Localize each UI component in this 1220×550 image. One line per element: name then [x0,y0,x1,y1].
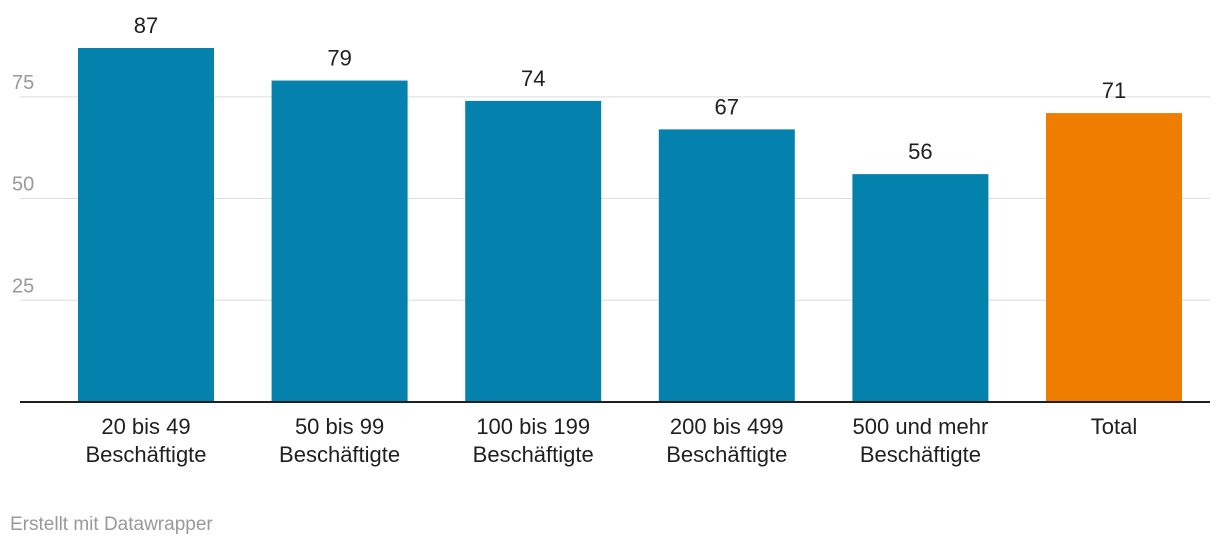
category-label-2-line-1: 50 bis 99 [295,414,384,439]
value-label-5: 56 [908,139,932,164]
y-tick-label-25: 25 [12,275,34,297]
y-tick-label-50: 50 [12,174,34,196]
category-label-6-line-1: Total [1091,414,1137,439]
value-label-6: 71 [1102,78,1126,103]
value-label-4: 67 [715,94,739,119]
bar-5 [852,174,989,402]
bar-3 [465,100,602,403]
category-label-3-line-1: 100 bis 199 [476,414,590,439]
bar-2 [271,80,408,402]
y-tick-label-75: 75 [12,72,34,94]
bar-1 [78,48,214,402]
value-label-2: 79 [327,46,351,71]
category-label-5-line-2: Beschäftigte [860,442,981,467]
value-label-3: 74 [521,66,545,91]
category-label-3-line-2: Beschäftigte [473,442,594,467]
category-label-2-line-2: Beschäftigte [279,442,400,467]
value-label-1: 87 [134,13,158,38]
category-label-4-line-2: Beschäftigte [666,442,787,467]
bar-6 [1046,113,1182,402]
category-label-1-line-2: Beschäftigte [85,442,206,467]
category-label-1-line-1: 20 bis 49 [101,414,190,439]
credit-text: Erstellt mit Datawrapper [10,514,213,535]
bar-4 [658,129,795,402]
category-label-5-line-1: 500 und mehr [853,414,989,439]
category-label-4-line-1: 200 bis 499 [670,414,784,439]
